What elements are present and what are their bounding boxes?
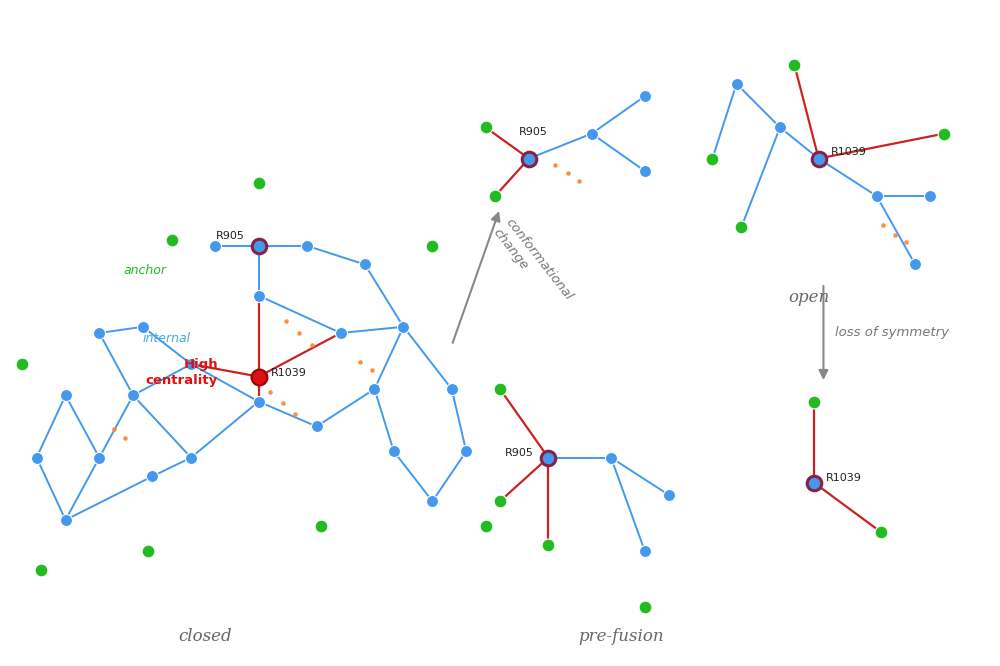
- Point: [144, 471, 160, 482]
- Point: [366, 384, 382, 394]
- Point: [251, 178, 267, 188]
- Text: R1039: R1039: [826, 473, 862, 483]
- Text: closed: closed: [179, 627, 232, 645]
- Point: [637, 602, 653, 613]
- Point: [91, 452, 107, 463]
- Text: R1039: R1039: [271, 368, 307, 378]
- Point: [478, 521, 494, 531]
- Point: [207, 240, 223, 251]
- Point: [91, 328, 107, 338]
- Point: [806, 396, 822, 407]
- Point: [704, 153, 720, 164]
- Text: High
centrality: High centrality: [146, 358, 218, 388]
- Point: [58, 515, 74, 525]
- Point: [313, 521, 329, 531]
- Point: [251, 290, 267, 301]
- Point: [29, 452, 45, 463]
- Point: [661, 490, 677, 500]
- Point: [386, 446, 402, 457]
- Point: [922, 190, 938, 201]
- Point: [309, 421, 325, 432]
- Point: [478, 122, 494, 133]
- Point: [603, 452, 619, 463]
- Point: [299, 240, 315, 251]
- Point: [873, 527, 889, 537]
- Point: [125, 390, 141, 401]
- Point: [540, 539, 556, 550]
- Point: [584, 129, 600, 139]
- Text: conformational
change: conformational change: [490, 216, 575, 313]
- Point: [729, 79, 745, 89]
- Text: anchor: anchor: [123, 264, 166, 277]
- Point: [183, 452, 199, 463]
- Point: [58, 390, 74, 401]
- Point: [458, 446, 474, 457]
- Point: [357, 259, 373, 270]
- Point: [164, 234, 180, 245]
- Point: [540, 452, 556, 463]
- Point: [487, 190, 503, 201]
- Text: open: open: [788, 290, 830, 306]
- Text: loss of symmetry: loss of symmetry: [835, 326, 949, 340]
- Point: [772, 122, 788, 133]
- Point: [251, 396, 267, 407]
- Point: [492, 496, 508, 507]
- Point: [637, 545, 653, 556]
- Point: [806, 478, 822, 488]
- Point: [333, 328, 349, 338]
- Point: [14, 359, 30, 370]
- Point: [251, 371, 267, 382]
- Point: [733, 222, 749, 232]
- Point: [637, 91, 653, 101]
- Point: [637, 166, 653, 176]
- Point: [907, 259, 923, 270]
- Point: [135, 322, 151, 332]
- Text: R905: R905: [519, 127, 548, 137]
- Point: [424, 240, 440, 251]
- Point: [395, 322, 411, 332]
- Text: internal: internal: [143, 332, 191, 346]
- Point: [140, 545, 156, 556]
- Point: [444, 384, 460, 394]
- Point: [183, 359, 199, 370]
- Point: [936, 129, 952, 139]
- Point: [521, 153, 537, 164]
- Point: [869, 190, 885, 201]
- Point: [424, 496, 440, 507]
- Point: [492, 384, 508, 394]
- Text: R1039: R1039: [831, 147, 867, 157]
- Point: [786, 60, 802, 71]
- Text: R905: R905: [216, 231, 245, 241]
- Text: R905: R905: [505, 448, 534, 458]
- Text: pre-fusion: pre-fusion: [578, 627, 663, 645]
- Point: [811, 153, 827, 164]
- Point: [33, 565, 49, 575]
- Point: [251, 240, 267, 251]
